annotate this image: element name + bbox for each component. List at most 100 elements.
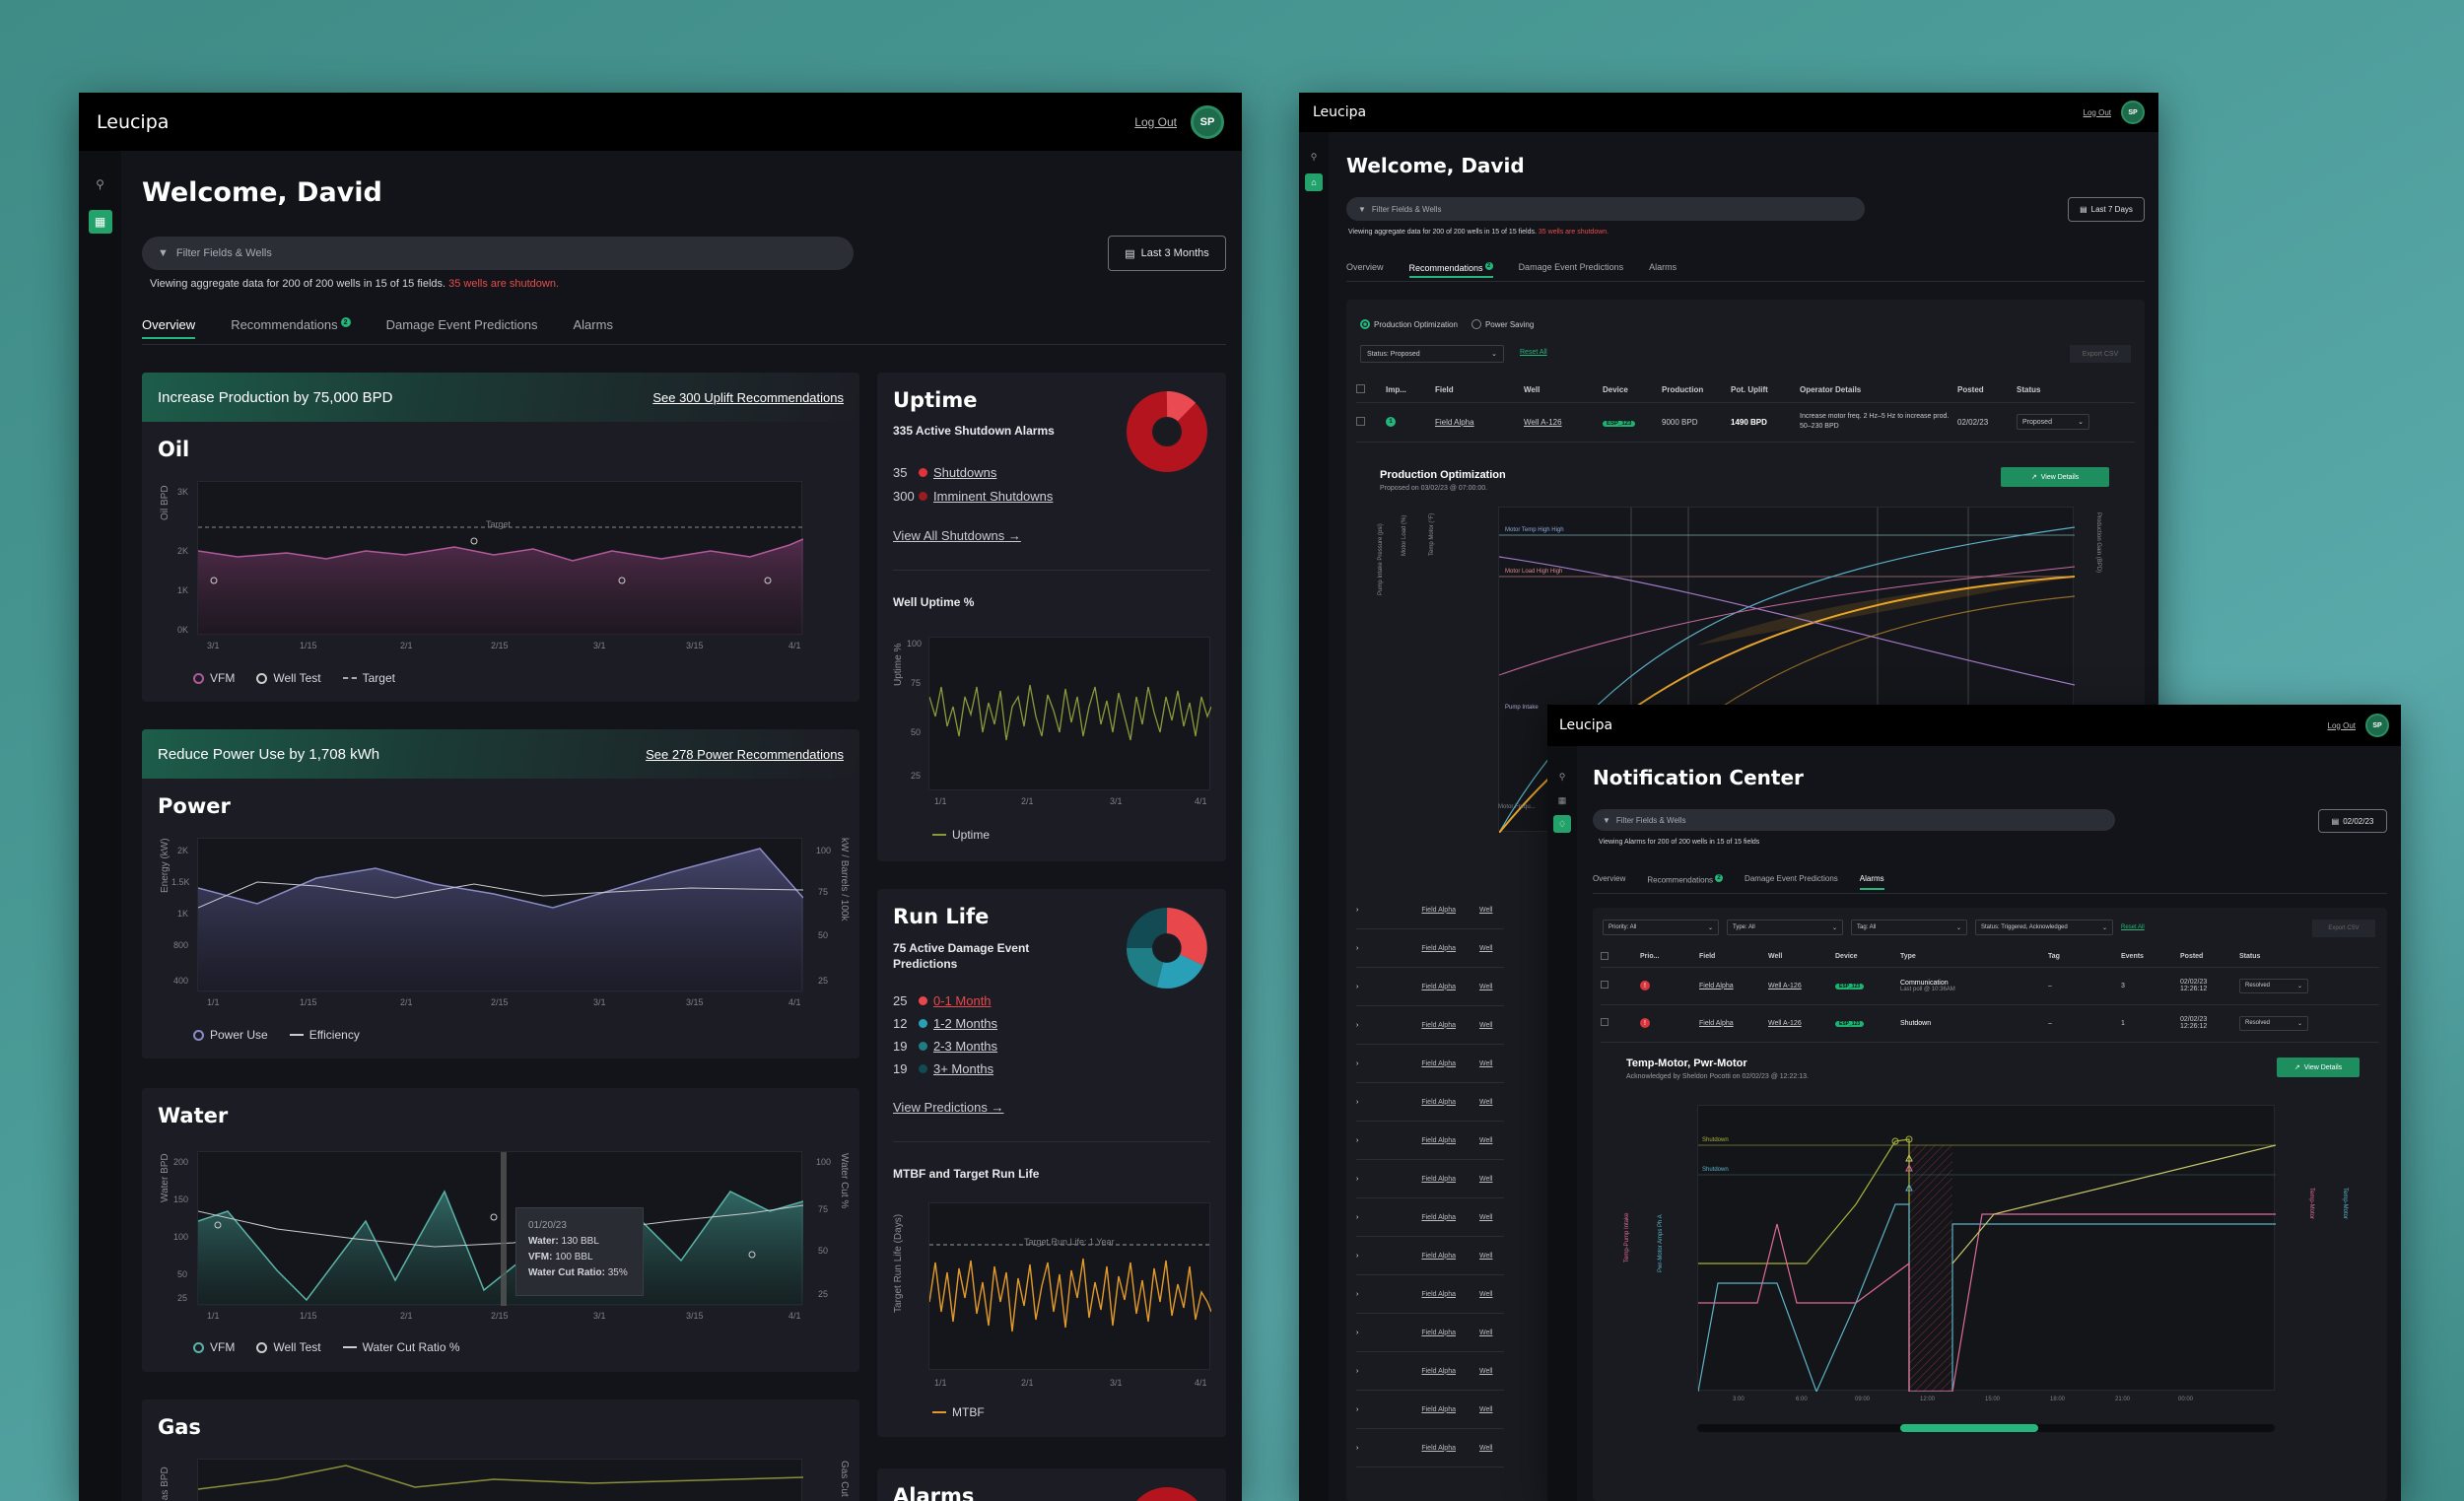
legend-well-test[interactable]: Well Test	[256, 671, 321, 685]
tab-overview[interactable]: Overview	[142, 317, 196, 339]
filter-icon: ▼	[1603, 815, 1610, 825]
date-range-button[interactable]: ▤ Last 7 Days	[2068, 197, 2145, 222]
table-row[interactable]: › Field Alpha Well	[1356, 1083, 1504, 1122]
status-select[interactable]: Status: Triggered, Acknowledged ⌄	[1975, 920, 2113, 935]
status-select[interactable]: Status: Proposed ⌄	[1360, 345, 1504, 363]
uptime-ytick: 50	[911, 727, 922, 737]
rec-badge: 2	[1715, 874, 1724, 882]
scrollbar-thumb[interactable]	[1900, 1424, 2038, 1432]
avatar[interactable]: SP	[2121, 101, 2145, 124]
filter-input[interactable]: ▼ Filter Fields & Wells	[1346, 197, 1865, 221]
date-range-button[interactable]: ▤ Last 3 Months	[1108, 236, 1226, 271]
shutdowns-row[interactable]: 35 Shutdowns	[893, 465, 997, 480]
water-ytick: 50	[177, 1269, 188, 1279]
table-row[interactable]: › Field Alpha Well	[1356, 1237, 1504, 1275]
tab-overview[interactable]: Overview	[1346, 262, 1384, 272]
time-scrollbar[interactable]	[1697, 1424, 2275, 1432]
table-row[interactable]: ! Field Alpha Well A-126 ESP_123 Shutdown…	[1601, 1004, 2379, 1042]
radio-power-saving[interactable]: Power Saving	[1471, 319, 1534, 329]
legend-mtbf[interactable]: MTBF	[932, 1405, 985, 1419]
dashboard-icon[interactable]: ▦	[88, 210, 112, 234]
logout-link[interactable]: Log Out	[2083, 107, 2111, 117]
search-icon[interactable]: ⚲	[96, 177, 104, 191]
view-predictions-link[interactable]: View Predictions →	[893, 1100, 1004, 1115]
tab-alarms[interactable]: Alarms	[573, 317, 613, 332]
oil-uplift-link[interactable]: See 300 Uplift Recommendations	[652, 389, 844, 405]
tag-select[interactable]: Tag: All ⌄	[1851, 920, 1967, 935]
home-icon[interactable]: ⌂	[1305, 173, 1323, 191]
table-row[interactable]: › Field Alpha Well	[1356, 968, 1504, 1006]
table-header: Imp... Field Well Device Production Pot. Upli…	[1356, 378, 2135, 402]
tab-damage-predictions[interactable]: Damage Event Predictions	[1518, 262, 1624, 272]
bell-icon[interactable]: ♢	[1553, 815, 1571, 833]
oil-title: Oil	[158, 438, 190, 461]
power-ytick-right: 100	[816, 846, 832, 855]
filter-input[interactable]: ▼ Filter Fields & Wells	[142, 237, 854, 270]
table-row[interactable]: › Field Alpha Well	[1356, 1352, 1504, 1391]
table-row[interactable]: › Field Alpha Well	[1356, 1314, 1504, 1352]
table-row[interactable]: › Field Alpha Well	[1356, 1006, 1504, 1045]
search-icon[interactable]: ⚲	[1310, 151, 1318, 162]
dashboard-icon[interactable]: ▦	[1557, 794, 1567, 805]
runlife-row-0-1[interactable]: 25 0-1 Month	[893, 993, 992, 1008]
table-row[interactable]: › Field Alpha Well	[1356, 1160, 1504, 1198]
tab-recommendations[interactable]: Recommendations 2	[231, 317, 351, 338]
table-row[interactable]: › Field Alpha Well	[1356, 1429, 1504, 1467]
power-recommendations-link[interactable]: See 278 Power Recommendations	[646, 746, 844, 762]
table-row[interactable]: › Field Alpha Well	[1356, 1275, 1504, 1314]
type-select[interactable]: Type: All ⌄	[1727, 920, 1843, 935]
table-row[interactable]: › Field Alpha Well	[1356, 891, 1504, 929]
view-details-button[interactable]: ↗ View Details	[2277, 1058, 2360, 1077]
tab-recommendations[interactable]: Recommendations 2	[1408, 262, 1493, 278]
logout-link[interactable]: Log Out	[2327, 720, 2356, 730]
imminent-shutdowns-row[interactable]: 300 Imminent Shutdowns	[893, 489, 1054, 504]
recommendations-table: Imp... Field Well Device Production Pot. Upli…	[1356, 378, 2135, 443]
filter-input[interactable]: ▼ Filter Fields & Wells	[1593, 809, 2115, 831]
view-all-shutdowns-link[interactable]: View All Shutdowns →	[893, 528, 1021, 543]
tab-overview[interactable]: Overview	[1593, 874, 1626, 883]
search-icon[interactable]: ⚲	[1558, 771, 1566, 782]
radio-production-optimization[interactable]: Production Optimization	[1360, 319, 1458, 329]
filter-row: Priority: All ⌄ Type: All ⌄ Tag: All ⌄ Stat…	[1603, 920, 2145, 935]
avatar[interactable]: SP	[2365, 714, 2389, 737]
avatar[interactable]: SP	[1191, 104, 1224, 139]
table-row[interactable]: ! Field Alpha Well A-126 ESP_123 Communic…	[1601, 967, 2379, 1004]
tab-recommendations[interactable]: Recommendations 2	[1647, 874, 1724, 889]
date-button[interactable]: ▤ 02/02/23	[2318, 809, 2387, 833]
runlife-row-1-2[interactable]: 12 1-2 Months	[893, 1016, 998, 1031]
reset-all-link[interactable]: Reset All	[2121, 924, 2145, 930]
table-row[interactable]: › Field Alpha Well	[1356, 929, 1504, 968]
tab-damage-predictions[interactable]: Damage Event Predictions	[385, 317, 538, 332]
table-row[interactable]: › Field Alpha Well	[1356, 1391, 1504, 1429]
view-details-button[interactable]: ↗ View Details	[2001, 467, 2109, 487]
export-csv-button[interactable]: Export CSV	[2070, 345, 2131, 363]
legend-target[interactable]: Target	[342, 671, 395, 685]
tab-damage-predictions[interactable]: Damage Event Predictions	[1745, 874, 1838, 883]
reset-all-link[interactable]: Reset All	[1520, 349, 1547, 356]
legend-vfm[interactable]: VFM	[193, 671, 235, 685]
table-row[interactable]: › Field Alpha Well	[1356, 1198, 1504, 1237]
top-bar: Leucipa Log Out SP	[79, 93, 1242, 151]
legend-vfm[interactable]: VFM	[193, 1340, 235, 1354]
tab-alarms[interactable]: Alarms	[1859, 874, 1884, 890]
power-ylabel: Energy (kW)	[160, 838, 171, 893]
alarm-chart	[1697, 1135, 2277, 1394]
oil-banner-title: Increase Production by 75,000 BPD	[158, 388, 393, 406]
legend-efficiency[interactable]: Efficiency	[289, 1028, 360, 1042]
runlife-row-2-3[interactable]: 19 2-3 Months	[893, 1039, 998, 1054]
power-xtick: 2/1	[400, 997, 413, 1007]
tab-alarms[interactable]: Alarms	[1649, 262, 1677, 272]
logout-link[interactable]: Log Out	[1134, 114, 1177, 129]
table-row[interactable]: › Field Alpha Well	[1356, 1045, 1504, 1083]
export-csv-button[interactable]: Export CSV	[2312, 920, 2375, 937]
table-row[interactable]: › Field Alpha Well	[1356, 1122, 1504, 1160]
legend-well-test[interactable]: Well Test	[256, 1340, 321, 1354]
legend-uptime[interactable]: Uptime	[932, 828, 990, 842]
table-row[interactable]: 1 Field Alpha Well A-126 ESP_123 9000 BPD…	[1356, 402, 2135, 442]
uptime-card: Uptime 335 Active Shutdown Alarms 35 Shut…	[877, 373, 1226, 861]
legend-power-use[interactable]: Power Use	[193, 1028, 268, 1042]
runlife-row-3plus[interactable]: 19 3+ Months	[893, 1061, 994, 1076]
top-bar: Leucipa Log Out SP	[1299, 93, 2158, 132]
legend-water-cut[interactable]: Water Cut Ratio %	[342, 1340, 460, 1354]
priority-select[interactable]: Priority: All ⌄	[1603, 920, 1719, 935]
